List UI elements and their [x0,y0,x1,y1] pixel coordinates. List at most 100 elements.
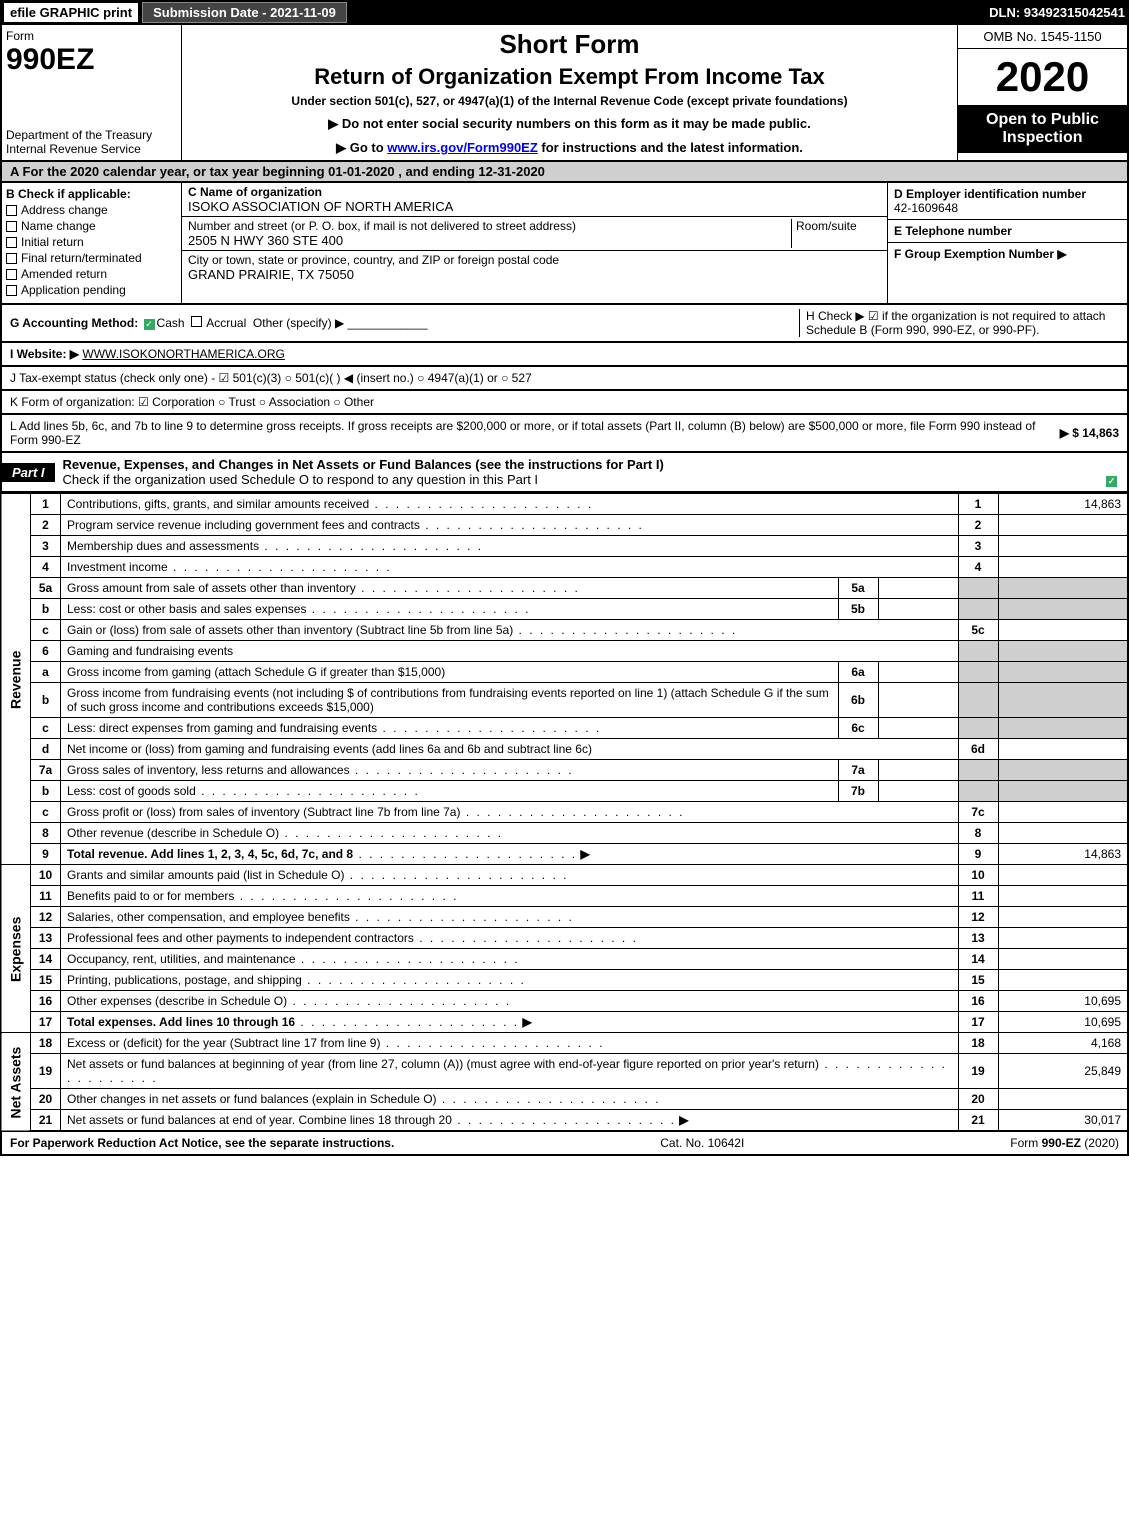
instr-link[interactable]: www.irs.gov/Form990EZ [387,140,538,155]
line-num: c [31,620,61,641]
line-ref: 14 [958,949,998,970]
instr2-prefix: ▶ Go to [336,140,387,155]
table-row: 5a Gross amount from sale of assets othe… [1,578,1128,599]
footer-left: For Paperwork Reduction Act Notice, see … [10,1136,394,1150]
line-amount [998,928,1128,949]
cb-name-change[interactable]: Name change [6,219,177,233]
line-desc: Gross amount from sale of assets other t… [67,581,356,595]
subtitle: Under section 501(c), 527, or 4947(a)(1)… [186,94,953,108]
line-ref: 4 [958,557,998,578]
efile-print-label[interactable]: efile GRAPHIC print [4,3,138,22]
line-h: H Check ▶ ☑ if the organization is not r… [799,309,1119,337]
cb-initial-return[interactable]: Initial return [6,235,177,249]
line-amount [998,823,1128,844]
line-num: 6 [31,641,61,662]
line-num: 5a [31,578,61,599]
line-desc: Net assets or fund balances at beginning… [67,1057,819,1071]
return-title: Return of Organization Exempt From Incom… [186,64,953,90]
line-num: 3 [31,536,61,557]
line-num: 4 [31,557,61,578]
line-num: 7a [31,760,61,781]
line-num: 15 [31,970,61,991]
footer-center: Cat. No. 10642I [660,1136,744,1150]
line-i: I Website: ▶ WWW.ISOKONORTHAMERICA.ORG [0,343,1129,367]
arrow-icon: ▶ [679,1113,688,1127]
line-ref: 8 [958,823,998,844]
part-1-title: Revenue, Expenses, and Changes in Net As… [63,457,664,472]
line-num: 18 [31,1033,61,1054]
sub-ref: 6b [838,683,878,718]
line-ref [958,641,998,662]
accrual-label: Accrual [206,316,246,330]
checkbox-icon [6,205,17,216]
website-value[interactable]: WWW.ISOKONORTHAMERICA.ORG [82,347,284,361]
form-header: Form 990EZ Department of the Treasury In… [0,25,1129,162]
part-1-check-text: Check if the organization used Schedule … [63,472,539,487]
checkbox-icon [6,285,17,296]
cb-address-change[interactable]: Address change [6,203,177,217]
line-amount [998,536,1128,557]
arrow-icon: ▶ [522,1015,531,1029]
line-amount [998,802,1128,823]
line-amount [998,515,1128,536]
line-desc: Professional fees and other payments to … [67,931,414,945]
cb-label: Amended return [21,267,107,281]
sub-ref: 5b [838,599,878,620]
table-row: 16 Other expenses (describe in Schedule … [1,991,1128,1012]
box-b-label: B Check if applicable: [6,187,177,201]
info-grid: B Check if applicable: Address change Na… [0,183,1129,305]
line-ref: 19 [958,1054,998,1089]
line-desc: Excess or (deficit) for the year (Subtra… [67,1036,380,1050]
line-num: 11 [31,886,61,907]
line-j: J Tax-exempt status (check only one) - ☑… [0,367,1129,391]
city-value: GRAND PRAIRIE, TX 75050 [188,267,354,282]
table-row: 15 Printing, publications, postage, and … [1,970,1128,991]
part-1-header: Part I Revenue, Expenses, and Changes in… [0,453,1129,493]
line-desc: Gross sales of inventory, less returns a… [67,763,350,777]
dln-label: DLN: 93492315042541 [989,5,1125,20]
line-l: L Add lines 5b, 6c, and 7b to line 9 to … [0,415,1129,453]
table-row: 7a Gross sales of inventory, less return… [1,760,1128,781]
line-amount [998,781,1128,802]
line-ref [958,599,998,620]
street-label: Number and street (or P. O. box, if mail… [188,219,576,233]
line-desc: Gross income from fundraising events (no… [67,686,829,714]
line-num: 2 [31,515,61,536]
sub-val [878,781,958,802]
line-ref: 20 [958,1089,998,1110]
part-1-label: Part I [2,463,55,482]
sub-ref: 7b [838,781,878,802]
line-desc: Net income or (loss) from gaming and fun… [67,742,592,756]
line-amount: 4,168 [998,1033,1128,1054]
table-row: 20 Other changes in net assets or fund b… [1,1089,1128,1110]
cb-application-pending[interactable]: Application pending [6,283,177,297]
instr2-suffix: for instructions and the latest informat… [538,140,803,155]
line-desc: Printing, publications, postage, and shi… [67,973,302,987]
line-desc: Salaries, other compensation, and employ… [67,910,350,924]
check-icon: ✓ [1106,476,1117,487]
cb-final-return[interactable]: Final return/terminated [6,251,177,265]
top-bar: efile GRAPHIC print Submission Date - 20… [0,0,1129,25]
box-b: B Check if applicable: Address change Na… [2,183,182,303]
cb-amended-return[interactable]: Amended return [6,267,177,281]
line-desc: Net assets or fund balances at end of ye… [67,1113,452,1127]
table-row: b Less: cost of goods sold 7b [1,781,1128,802]
table-row: Revenue 1 Contributions, gifts, grants, … [1,494,1128,515]
line-ref [958,578,998,599]
sub-ref: 7a [838,760,878,781]
line-num: 10 [31,865,61,886]
line-ref: 17 [958,1012,998,1033]
line-ref: 16 [958,991,998,1012]
table-row: 11 Benefits paid to or for members 11 [1,886,1128,907]
line-desc: Membership dues and assessments [67,539,259,553]
line-amount [998,662,1128,683]
line-amount: 14,863 [998,494,1128,515]
line-desc: Gaming and fundraising events [67,644,233,658]
sub-val [878,599,958,620]
phone-label: E Telephone number [894,224,1012,238]
line-ref: 11 [958,886,998,907]
line-amount: 30,017 [998,1110,1128,1132]
line-ref: 13 [958,928,998,949]
ein-label: D Employer identification number [894,187,1086,201]
line-desc: Grants and similar amounts paid (list in… [67,868,344,882]
